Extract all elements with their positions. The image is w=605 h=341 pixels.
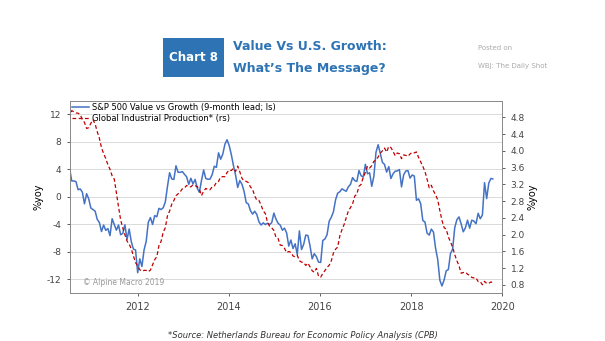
Text: *Source: Netherlands Bureau for Economic Policy Analysis (CPB): *Source: Netherlands Bureau for Economic… — [168, 330, 437, 340]
Text: Posted on: Posted on — [478, 45, 512, 51]
Text: What’s The Message?: What’s The Message? — [233, 62, 385, 75]
Y-axis label: %yoy: %yoy — [528, 184, 538, 210]
Y-axis label: %yoy: %yoy — [34, 184, 44, 210]
Text: Value Vs U.S. Growth:: Value Vs U.S. Growth: — [233, 40, 387, 53]
Legend: S&P 500 Value vs Growth (9-month lead; ls), Global Industrial Production* (rs): S&P 500 Value vs Growth (9-month lead; l… — [72, 103, 276, 123]
Text: Chart 8: Chart 8 — [169, 50, 218, 64]
Text: WBJ: The Daily Shot: WBJ: The Daily Shot — [478, 63, 547, 69]
Text: © Alpine Macro 2019: © Alpine Macro 2019 — [82, 279, 164, 287]
